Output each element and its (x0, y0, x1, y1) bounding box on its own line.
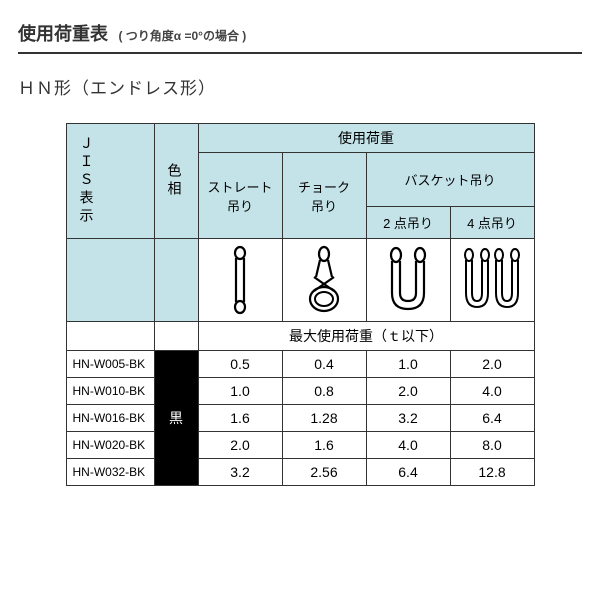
val-choke: 1.28 (282, 405, 366, 432)
header-load: 使用荷重 (198, 124, 534, 153)
val-4pt: 2.0 (450, 351, 534, 378)
val-2pt: 2.0 (366, 378, 450, 405)
maxload-label: 最大使用荷重（ｔ以下） (198, 322, 534, 351)
val-straight: 1.6 (198, 405, 282, 432)
header-straight: ストレート 吊り (198, 153, 282, 239)
load-table: ＪＩＳ表示 色相 使用荷重 ストレート 吊り チョーク 吊り バスケット吊り 2… (66, 123, 535, 486)
val-choke: 1.6 (282, 432, 366, 459)
basket-2pt-icon (366, 239, 450, 322)
header-color: 色相 (154, 124, 198, 239)
choke-sling-icon (282, 239, 366, 322)
val-4pt: 6.4 (450, 405, 534, 432)
jis-code: HN-W032-BK (66, 459, 154, 486)
jis-code: HN-W010-BK (66, 378, 154, 405)
table-row: HN-W010-BK 1.0 0.8 2.0 4.0 (66, 378, 534, 405)
val-2pt: 4.0 (366, 432, 450, 459)
table-row: HN-W005-BK 黒 0.5 0.4 1.0 2.0 (66, 351, 534, 378)
val-straight: 0.5 (198, 351, 282, 378)
val-2pt: 3.2 (366, 405, 450, 432)
table-row: HN-W016-BK 1.6 1.28 3.2 6.4 (66, 405, 534, 432)
val-2pt: 1.0 (366, 351, 450, 378)
header-straight-label: ストレート 吊り (207, 180, 272, 214)
subtitle: ＨＮ形（エンドレス形） (18, 74, 582, 99)
val-straight: 2.0 (198, 432, 282, 459)
straight-sling-icon (198, 239, 282, 322)
header-2pt: 2 点吊り (366, 207, 450, 239)
jis-code: HN-W016-BK (66, 405, 154, 432)
header-choke-label: チョーク 吊り (298, 180, 350, 214)
basket-4pt-icon (450, 239, 534, 322)
maxload-jis-blank (66, 322, 154, 351)
val-4pt: 8.0 (450, 432, 534, 459)
header-jis: ＪＩＳ表示 (66, 124, 154, 239)
header-choke: チョーク 吊り (282, 153, 366, 239)
page-title: 使用荷重表 (18, 24, 108, 44)
val-choke: 0.8 (282, 378, 366, 405)
val-4pt: 4.0 (450, 378, 534, 405)
val-2pt: 6.4 (366, 459, 450, 486)
color-cell: 黒 (154, 351, 198, 486)
header-4pt: 4 点吊り (450, 207, 534, 239)
maxload-color-blank (154, 322, 198, 351)
header-basket: バスケット吊り (366, 153, 534, 207)
jis-code: HN-W020-BK (66, 432, 154, 459)
header-jis-label: ＪＩＳ表示 (73, 128, 101, 234)
table-row: HN-W032-BK 3.2 2.56 6.4 12.8 (66, 459, 534, 486)
icon-row-color-blank (154, 239, 198, 322)
title-subtext: ( つり角度α =0°の場合 ) (118, 29, 246, 43)
icon-row-jis-blank (66, 239, 154, 322)
val-straight: 3.2 (198, 459, 282, 486)
val-choke: 0.4 (282, 351, 366, 378)
title-row: 使用荷重表 ( つり角度α =0°の場合 ) (18, 20, 582, 54)
val-straight: 1.0 (198, 378, 282, 405)
header-color-label: 色相 (161, 155, 189, 207)
jis-code: HN-W005-BK (66, 351, 154, 378)
val-4pt: 12.8 (450, 459, 534, 486)
table-row: HN-W020-BK 2.0 1.6 4.0 8.0 (66, 432, 534, 459)
val-choke: 2.56 (282, 459, 366, 486)
